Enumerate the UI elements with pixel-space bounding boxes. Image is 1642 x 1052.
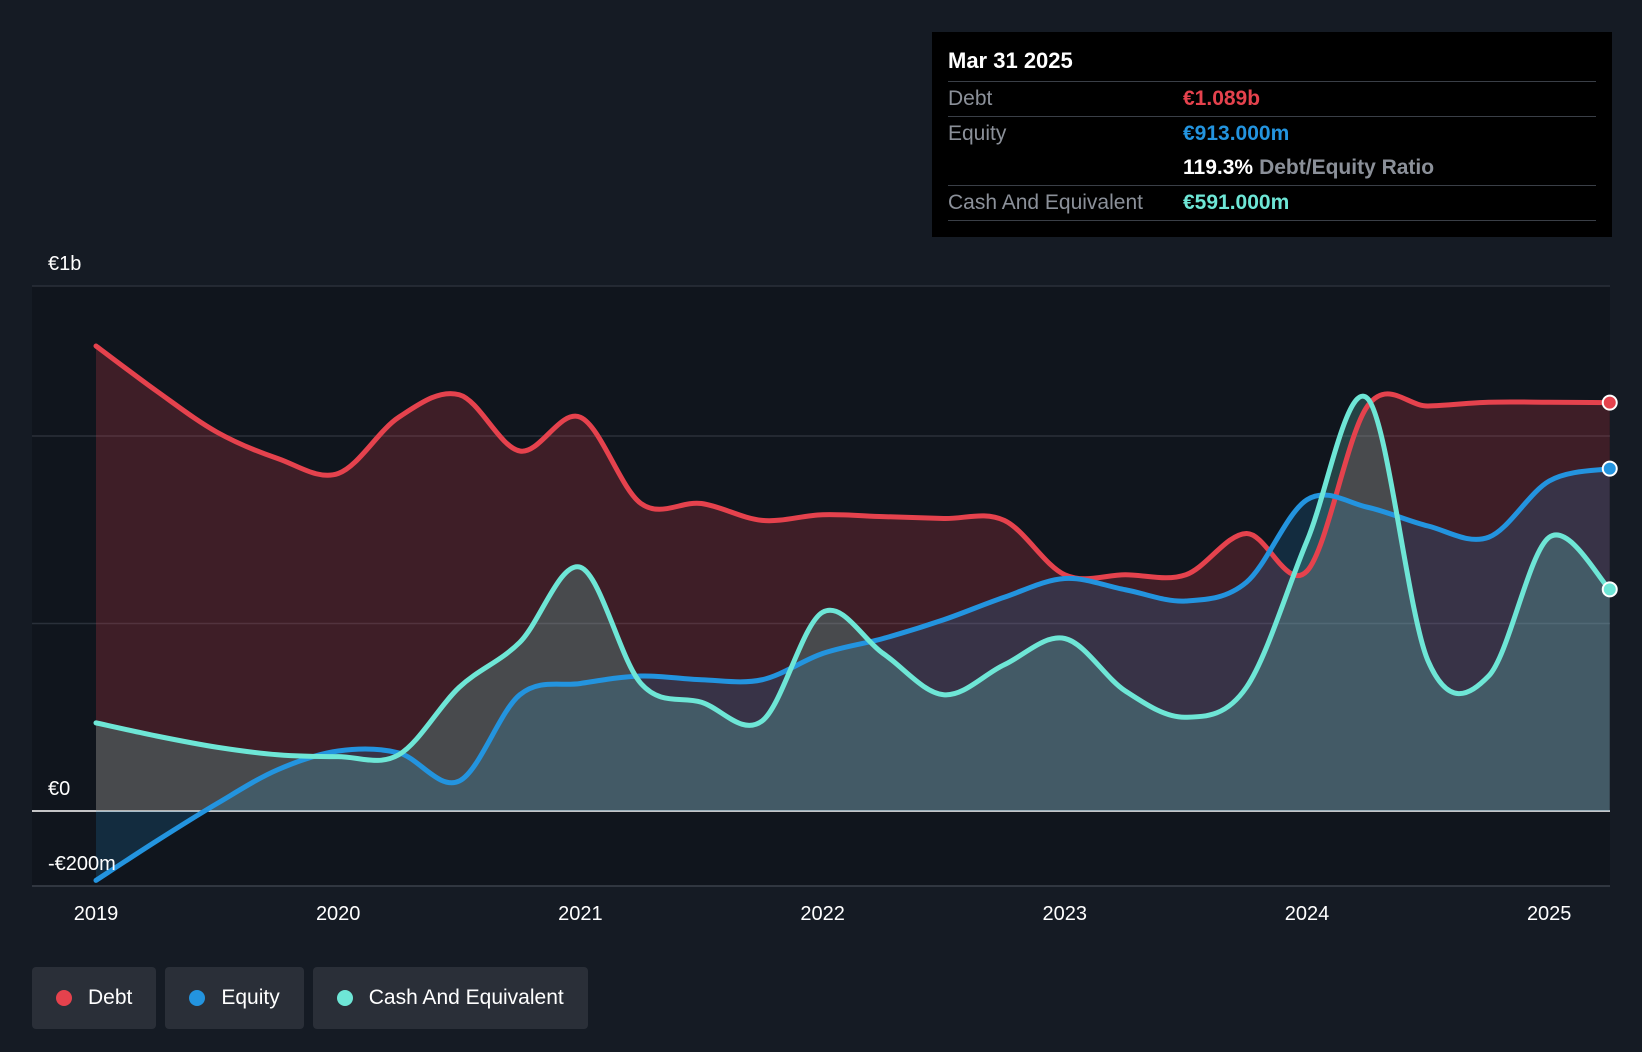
- x-tick-label: 2024: [1285, 903, 1330, 925]
- tooltip-debt-label: Debt: [948, 87, 993, 110]
- debt-line: [93, 343, 1613, 582]
- tooltip-debt-value: €1.089b: [1183, 87, 1261, 110]
- x-tick-label: 2022: [800, 903, 845, 925]
- equity-line: [93, 466, 1613, 883]
- legend-cash-label: Cash And Equivalent: [368, 986, 564, 1009]
- tooltip-equity-value: €913.000m: [1183, 122, 1290, 145]
- debt-end-point[interactable]: [1601, 394, 1618, 411]
- series-lines: [93, 343, 1613, 883]
- legend-item-equity[interactable]: Equity: [165, 967, 304, 1029]
- tooltip-ratio-row: 119.3% Debt/Equity Ratio: [948, 151, 1596, 186]
- y-tick-label: €0: [48, 778, 70, 800]
- plot-background: [32, 286, 1610, 886]
- y-tick-label: -€200m: [48, 853, 116, 875]
- x-tick-label: 2019: [74, 903, 119, 925]
- equity-area: [96, 468, 1610, 881]
- legend-item-cash[interactable]: Cash And Equivalent: [312, 967, 588, 1029]
- tooltip-date: Mar 31 2025: [948, 46, 1596, 82]
- cash-dot-icon: [336, 990, 353, 1006]
- tooltip-debt-row: Debt €1.089b: [948, 82, 1596, 117]
- legend-debt-label: Debt: [88, 986, 133, 1009]
- legend-equity-label: Equity: [221, 986, 280, 1009]
- tooltip-ratio-label: Debt/Equity Ratio: [1259, 156, 1435, 179]
- debt-dot-icon: [56, 990, 72, 1006]
- x-tick-label: 2023: [1043, 903, 1088, 925]
- equity-dot-icon: [189, 990, 206, 1006]
- chart-legend: Debt Equity Cash And Equivalent: [32, 967, 588, 1029]
- equity-end-point[interactable]: [1601, 460, 1618, 477]
- x-tick-label: 2020: [316, 903, 361, 925]
- tooltip-cash-row: Cash And Equivalent €591.000m: [948, 186, 1596, 221]
- tooltip-ratio-value: 119.3%: [1183, 156, 1254, 179]
- tooltip-equity-row: Equity €913.000m: [948, 117, 1596, 151]
- legend-item-debt[interactable]: Debt: [32, 967, 157, 1029]
- y-tick-label: €1b: [48, 253, 81, 275]
- cash-and-equivalent-end-point[interactable]: [1601, 581, 1618, 598]
- tooltip-cash-label: Cash And Equivalent: [948, 191, 1143, 214]
- tooltip-equity-label: Equity: [948, 122, 1007, 145]
- y-axis-labels: €1b €0 -€200m: [48, 253, 116, 875]
- cash-and-equivalent-line: [93, 393, 1613, 763]
- tooltip-panel: Mar 31 2025 Debt €1.089b Equity €913.000…: [932, 32, 1612, 237]
- x-axis-labels: 2019 2020 2021 2022 2023 2024 2025: [74, 903, 1572, 925]
- grid-lines: [32, 285, 1610, 887]
- x-tick-label: 2025: [1527, 903, 1572, 925]
- x-tick-label: 2021: [558, 903, 603, 925]
- series-end-points: [1601, 394, 1618, 598]
- debt-area: [96, 346, 1610, 811]
- tooltip-cash-value: €591.000m: [1183, 191, 1290, 214]
